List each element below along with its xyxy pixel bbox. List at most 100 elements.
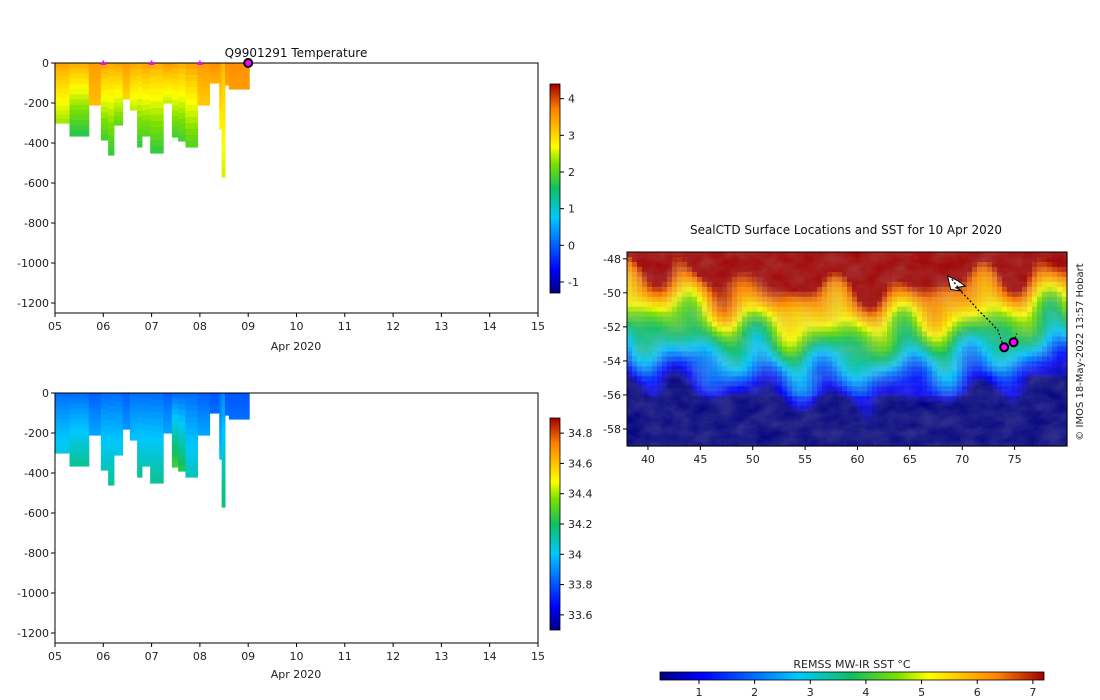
profile-cell (197, 414, 211, 418)
profile-cell (178, 96, 186, 103)
profile-cell (219, 402, 224, 408)
profile-cell (221, 160, 226, 170)
profile-cell (55, 393, 70, 398)
profile-cell (137, 471, 143, 478)
x-tick-label: 15 (531, 320, 545, 333)
x-tick-label: 07 (145, 650, 159, 663)
profile-cell (197, 63, 211, 67)
x-tick-label: 10 (290, 650, 304, 663)
profile-cell (88, 405, 104, 409)
profile-cell (219, 81, 224, 88)
profile-cell (197, 87, 211, 91)
colorbar-tick-label: 34.6 (568, 457, 593, 470)
profile-cell (219, 449, 224, 455)
profile-cell (197, 393, 211, 397)
profile-cell (141, 89, 151, 95)
profile-cell (228, 72, 250, 75)
profile-cell (141, 445, 151, 451)
profile-cell (225, 400, 230, 404)
profile-cell (150, 444, 164, 452)
x-tick-label: 09 (241, 650, 255, 663)
profile-cell (219, 72, 224, 78)
profile-cell (108, 148, 115, 156)
profile-cell (129, 403, 138, 408)
profile-cell (141, 413, 151, 420)
profile-column (209, 393, 220, 414)
profile-cell (197, 426, 211, 430)
profile-cell (137, 87, 143, 94)
profile-cell (108, 102, 115, 110)
profile-cell (171, 424, 179, 431)
profile-column (228, 393, 250, 420)
profile-cell (228, 393, 250, 396)
profile-column (171, 393, 179, 468)
profile-cell (225, 70, 230, 74)
profile-cell (137, 411, 143, 418)
profile-cell (129, 426, 138, 431)
x-tick-label: 08 (193, 650, 207, 663)
profile-cell (221, 425, 226, 435)
profile-cell (88, 84, 104, 88)
profile-cell (163, 85, 173, 90)
profile-cell (197, 417, 211, 421)
profile-cell (69, 73, 90, 80)
profile-cell (100, 453, 109, 460)
profile-cell (141, 94, 151, 101)
profile-cell (113, 415, 124, 421)
profile-cell (69, 99, 90, 106)
profile-cell (69, 398, 90, 405)
profile-cell (100, 96, 109, 103)
profile-cell (225, 80, 230, 83)
profile-cell (219, 67, 224, 74)
profile-cell (141, 460, 151, 467)
profile-cell (178, 454, 186, 461)
profile-column (113, 63, 124, 126)
profile-cell (113, 85, 124, 91)
lon-tick-label: 45 (693, 453, 707, 466)
colorbar-tick-label: 34.8 (568, 427, 593, 440)
profile-cell (185, 63, 198, 70)
profile-cell (209, 403, 220, 406)
profile-column (178, 63, 186, 142)
profile-cell (122, 395, 131, 399)
profile-cell (185, 129, 198, 136)
salinity-colorbar (549, 417, 561, 631)
profile-cell (209, 400, 220, 403)
profile-cell (122, 63, 131, 67)
profile-cell (228, 415, 250, 418)
profile-cell (171, 84, 179, 91)
profile-cell (100, 448, 109, 455)
profile-cell (225, 77, 230, 80)
profile-cell (221, 152, 226, 162)
profile-cell (137, 447, 143, 454)
profile-cell (137, 69, 143, 76)
profile-cell (55, 418, 70, 424)
profile-cell (55, 444, 70, 450)
profile-cell (185, 435, 198, 442)
profile-cell (150, 399, 164, 407)
profile-cell (228, 402, 250, 405)
profile-column (178, 393, 186, 472)
x-tick-label: 13 (434, 320, 448, 333)
profile-cell (171, 408, 179, 415)
profile-column (100, 63, 109, 141)
profile-cell (228, 87, 250, 90)
profile-cell (108, 445, 115, 453)
profile-cell (113, 424, 124, 430)
x-tick-label: 05 (48, 650, 62, 663)
profile-cell (171, 445, 179, 452)
profile-cell (150, 133, 164, 141)
profile-cell (55, 97, 70, 103)
profile-cell (55, 110, 70, 116)
y-tick-label: -800 (24, 547, 49, 560)
profile-cell (122, 421, 131, 425)
profile-cell (55, 63, 70, 68)
profile-cell (221, 63, 226, 72)
profile-cell (150, 88, 164, 96)
profile-marker (148, 60, 155, 65)
profile-cell (225, 411, 230, 415)
profile-cell (185, 141, 198, 148)
profile-cell (108, 115, 115, 123)
x-tick-label: 11 (338, 650, 352, 663)
surface-location-marker (999, 342, 1010, 353)
